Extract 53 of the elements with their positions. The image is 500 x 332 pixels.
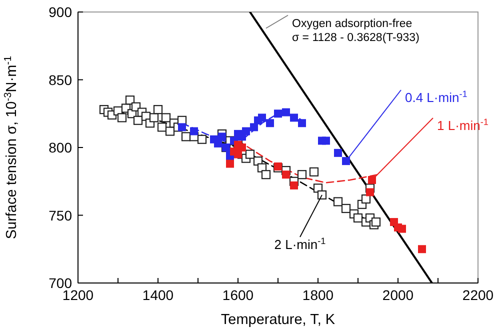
point [290,114,298,122]
x-axis-title: Temperature, T, K [220,312,336,328]
point [371,217,381,227]
point [333,197,343,206]
point [218,132,226,141]
point [250,123,258,132]
x-tick-label: 1800 [302,287,334,303]
point [197,134,207,144]
point [298,119,306,128]
point [178,123,186,132]
point [353,213,363,223]
point [238,144,246,152]
point [334,148,342,157]
text: 2 L·min$^{-1}$ [274,236,326,252]
point [282,170,290,179]
point [125,96,135,105]
point [368,176,376,184]
annotation: Oxygen adsorption-free σ = 1128 - 0.3628(T-933) [292,18,420,44]
text: 0.4 L·min$^{-1}$ [405,89,468,105]
point [161,113,171,122]
y-tick-label: 850 [48,72,72,88]
point [309,167,319,176]
point [258,114,266,122]
x-tick-label: 1600 [222,287,254,303]
point [290,181,298,190]
x-tick-label: 2200 [462,287,494,303]
point [157,122,167,132]
point [361,194,371,204]
x-tick-label: 2000 [382,287,414,303]
point [117,113,127,122]
point [245,150,255,159]
point [190,127,198,136]
point [297,170,307,180]
y-tick-label: 800 [48,140,72,156]
point [153,105,163,114]
y-tick-label: 900 [48,4,72,20]
point [317,190,327,200]
point [282,108,290,116]
y-tick-label: 750 [48,207,72,224]
point [242,127,250,136]
point [149,113,159,122]
text: 1 L·min$^{-1}$ [437,117,488,133]
point [418,245,426,254]
point [322,136,330,145]
point [342,157,350,166]
point [261,170,271,180]
point [266,119,274,128]
x-tick-label: 1400 [142,287,174,303]
point [398,224,406,233]
point [341,204,351,214]
point [366,188,374,196]
point [226,160,234,168]
point [274,110,282,118]
